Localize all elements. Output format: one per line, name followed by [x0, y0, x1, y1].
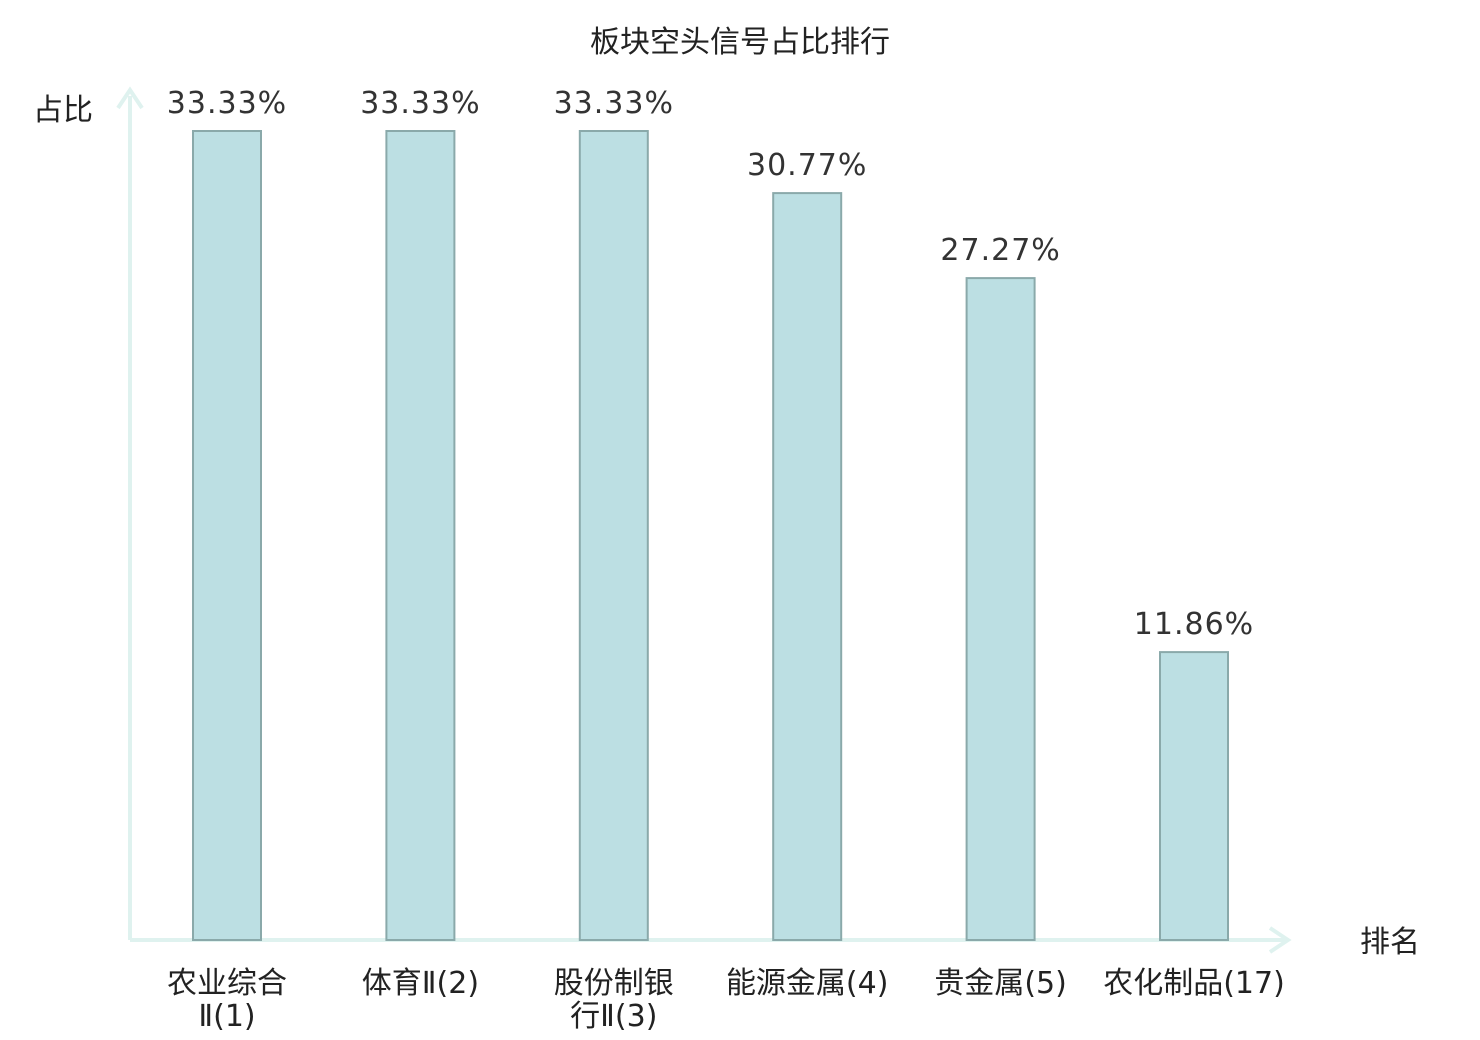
value-labels-group: 33.33% 33.33% 33.33% 30.77% 27.27% 11.86% [167, 86, 1254, 642]
category-label-5: 贵金属(5) [934, 966, 1067, 1001]
value-label-6: 11.86% [1134, 607, 1254, 642]
category-label-2: 体育Ⅱ(2) [362, 966, 479, 1001]
value-label-1: 33.33% [167, 86, 287, 121]
value-label-2: 33.33% [360, 86, 480, 121]
bar-6 [1159, 651, 1229, 941]
y-axis-arrow [116, 86, 144, 110]
y-axis-title: 占比 [33, 93, 93, 128]
category-label-1: 农业综合 Ⅱ(1) [167, 966, 287, 1034]
bars-group [192, 130, 1229, 942]
category-label-3: 股份制银行Ⅱ(3) [554, 966, 674, 1034]
bar-2 [385, 130, 456, 941]
value-label-3: 33.33% [554, 86, 674, 121]
bar-3 [578, 130, 649, 941]
bar-4 [772, 192, 843, 942]
x-axis-arrow [1268, 926, 1292, 954]
value-label-4: 30.77% [747, 148, 867, 183]
category-label-4: 能源金属(4) [726, 966, 889, 1001]
value-label-5: 27.27% [940, 233, 1060, 268]
chart-title: 板块空头信号占比排行 [590, 25, 890, 60]
bar-5 [965, 277, 1036, 942]
bar-1 [192, 130, 262, 941]
category-label-6: 农化制品(17) [1103, 966, 1285, 1001]
x-axis-title: 排名 [1360, 925, 1420, 960]
category-labels-group: 农业综合 Ⅱ(1) 体育Ⅱ(2) 股份制银行Ⅱ(3) 能源金属(4) 贵金属(5) 农化制品… [167, 966, 1285, 1034]
